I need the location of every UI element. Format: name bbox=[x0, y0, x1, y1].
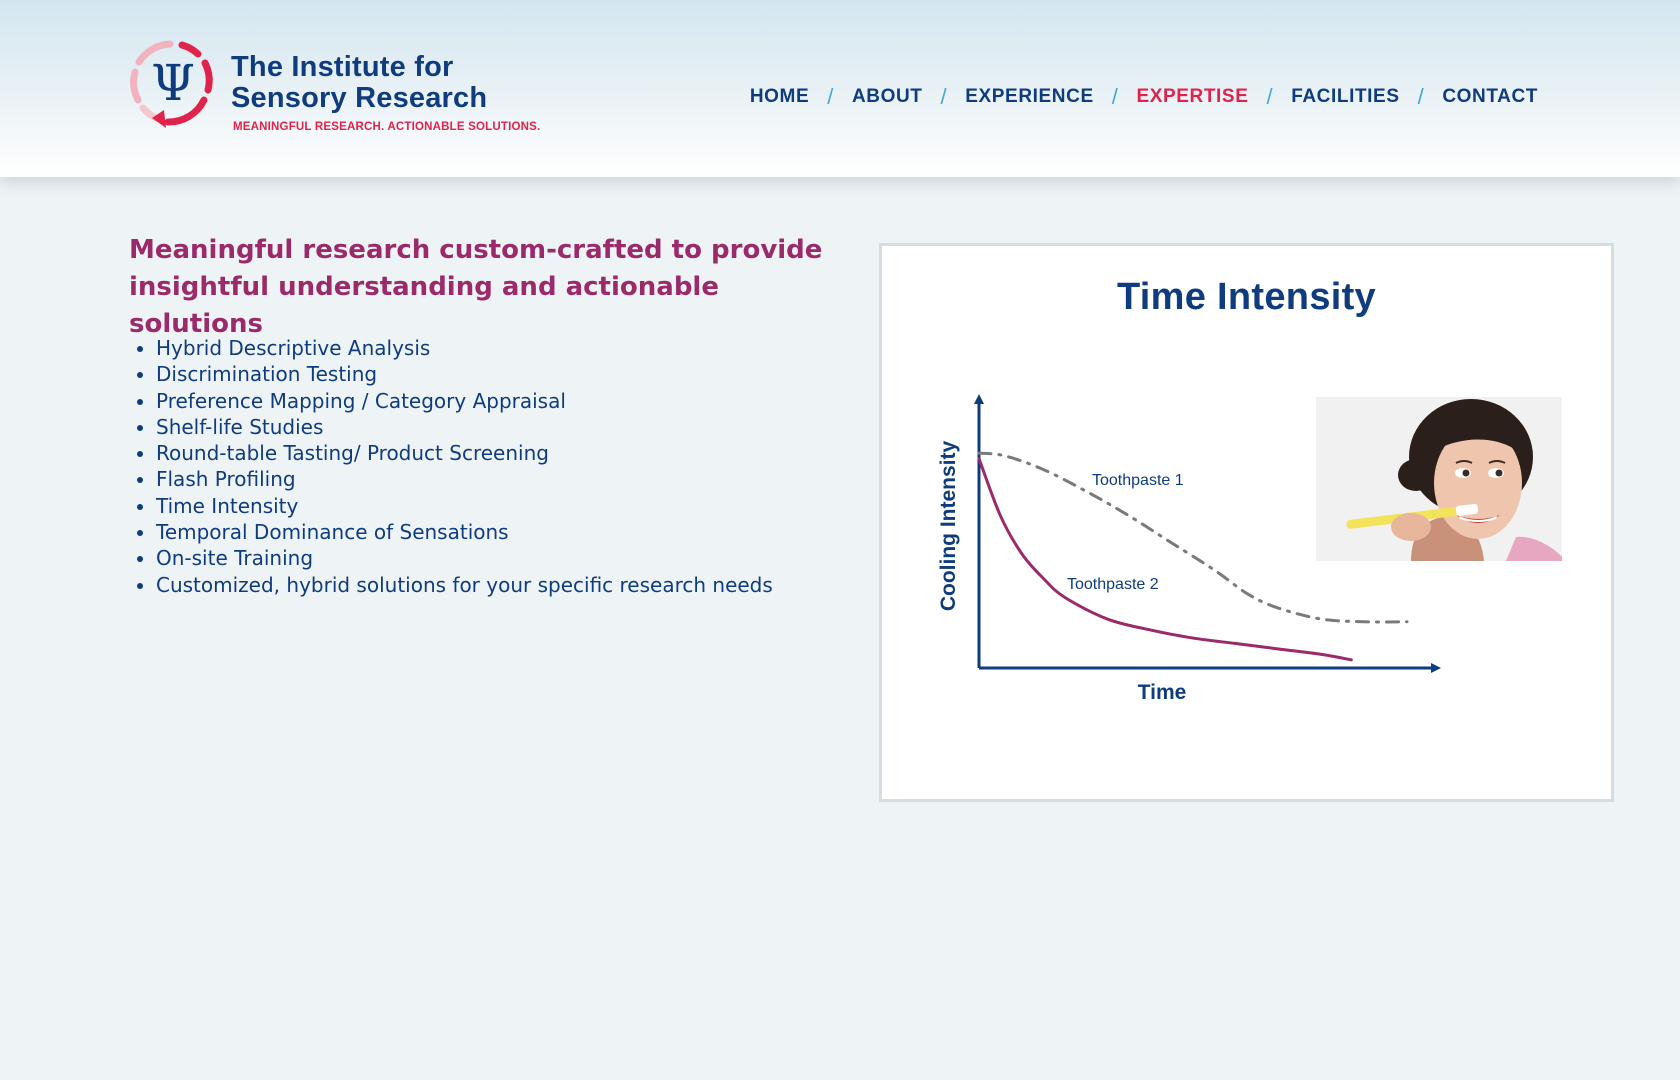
series-line-toothpaste-2 bbox=[977, 457, 1353, 662]
list-item: Customized, hybrid solutions for your sp… bbox=[156, 572, 876, 598]
site-header: Ψ The Institute for Sensory Research MEA… bbox=[0, 0, 1680, 177]
series-label-toothpaste-1: Toothpaste 1 bbox=[1092, 472, 1184, 489]
logo-tagline: MEANINGFUL RESEARCH. ACTIONABLE SOLUTION… bbox=[233, 121, 541, 133]
list-item: Flash Profiling bbox=[156, 466, 876, 492]
nav-contact[interactable]: CONTACT bbox=[1442, 86, 1538, 107]
services-list: Hybrid Descriptive Analysis Discriminati… bbox=[128, 335, 876, 598]
nav-about[interactable]: ABOUT bbox=[851, 86, 923, 107]
nav-home[interactable]: HOME bbox=[749, 86, 810, 107]
y-axis-arrow bbox=[974, 394, 984, 404]
person-brushing-teeth-photo bbox=[1316, 397, 1562, 561]
list-item: Shelf-life Studies bbox=[156, 414, 876, 440]
nav-facilities[interactable]: FACILITIES bbox=[1291, 86, 1400, 107]
chart-title: Time Intensity bbox=[1116, 276, 1376, 318]
list-item: On-site Training bbox=[156, 545, 876, 571]
chart-series-layer bbox=[977, 451, 1409, 662]
logo-title-line1: The Institute for bbox=[231, 51, 454, 83]
y-axis-label: Cooling Intensity bbox=[937, 441, 960, 612]
list-item: Discrimination Testing bbox=[156, 361, 876, 387]
chart-panel: Time Intensity Time Cooling Intensity To… bbox=[879, 243, 1614, 802]
list-item: Hybrid Descriptive Analysis bbox=[156, 335, 876, 361]
main-nav: HOME / ABOUT / EXPERIENCE / EXPERTISE / … bbox=[750, 84, 1538, 110]
list-item: Temporal Dominance of Sensations bbox=[156, 519, 876, 545]
intro-heading: Meaningful research custom-crafted to pr… bbox=[129, 235, 823, 339]
series-label-toothpaste-2: Toothpaste 2 bbox=[1067, 576, 1159, 593]
list-item: Time Intensity bbox=[156, 493, 876, 519]
chart-axes bbox=[974, 394, 1441, 673]
x-axis-arrow bbox=[1431, 663, 1441, 673]
list-item: Preference Mapping / Category Appraisal bbox=[156, 388, 876, 414]
psi-logo-icon: Ψ bbox=[130, 40, 213, 128]
list-item: Round-table Tasting/ Product Screening bbox=[156, 440, 876, 466]
nav-separator: / bbox=[940, 84, 948, 109]
logo-title: The Institute for Sensory Research bbox=[231, 52, 487, 114]
nav-separator: / bbox=[1266, 84, 1274, 109]
nav-separator: / bbox=[1417, 84, 1425, 109]
psi-symbol: Ψ bbox=[151, 54, 195, 112]
time-intensity-chart: Time Cooling Intensity Toothpaste 1 Toot… bbox=[937, 394, 1441, 704]
series-line-toothpaste-1 bbox=[977, 451, 1409, 624]
logo-title-line2: Sensory Research bbox=[231, 82, 488, 114]
nav-experience[interactable]: EXPERIENCE bbox=[965, 86, 1094, 107]
nav-separator: / bbox=[1111, 84, 1119, 109]
nav-expertise[interactable]: EXPERTISE bbox=[1136, 86, 1249, 107]
x-axis-label: Time bbox=[1138, 681, 1187, 704]
site-logo[interactable]: Ψ The Institute for Sensory Research MEA… bbox=[128, 38, 548, 138]
nav-separator: / bbox=[827, 84, 834, 109]
